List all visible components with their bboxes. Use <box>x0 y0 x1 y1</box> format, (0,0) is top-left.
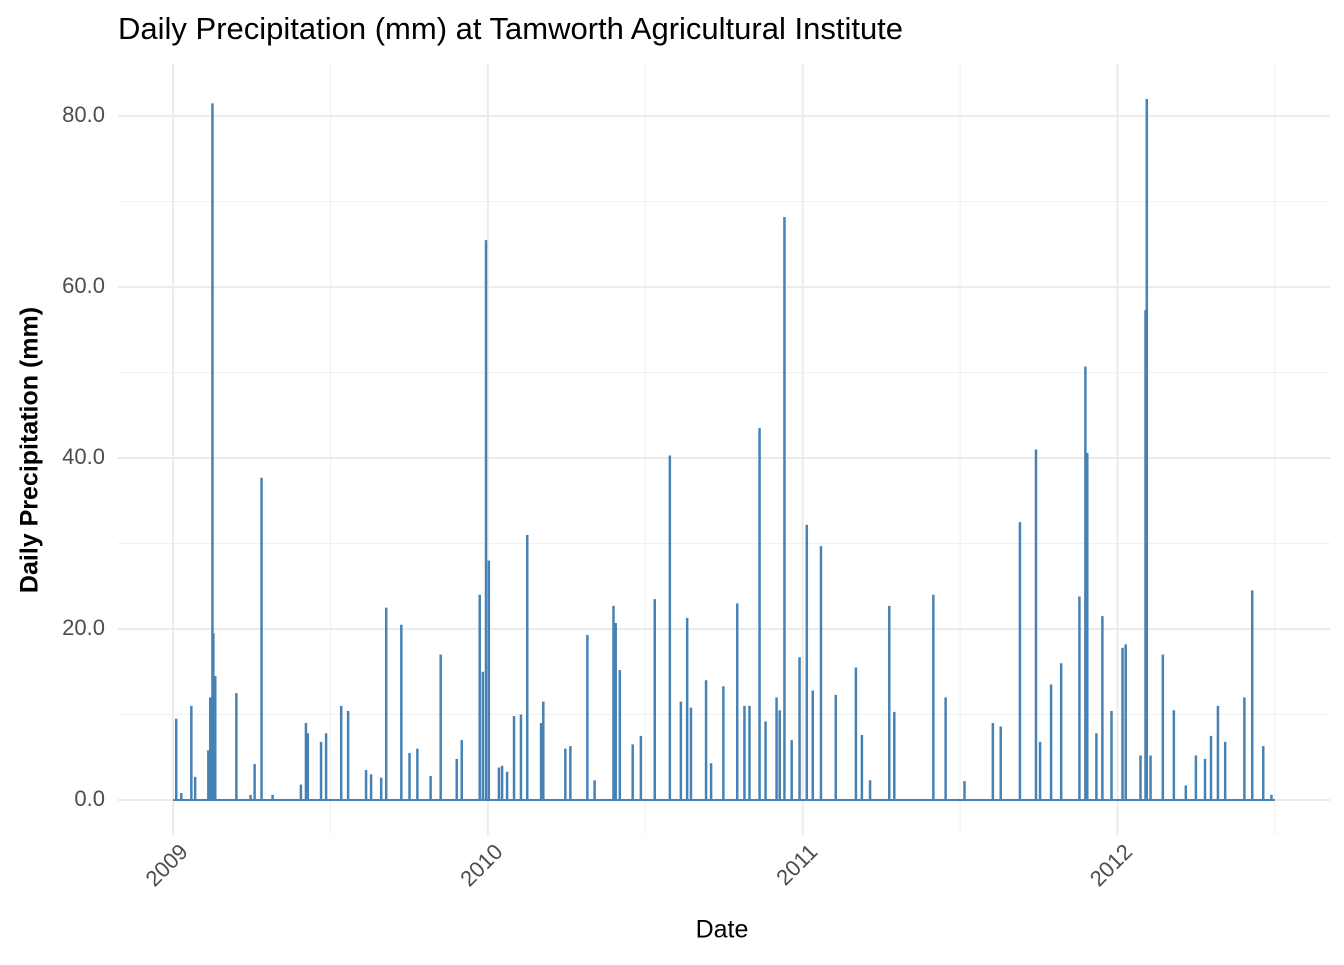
plot <box>173 99 1275 801</box>
grid: 0.0 20.0 40.0 60.0 80.0 2009 2010 2011 2012 <box>62 64 1330 891</box>
y-tick-label: 0.0 <box>74 786 105 811</box>
x-tick-label: 2010 <box>455 839 507 891</box>
x-tick-label: 2012 <box>1085 839 1137 891</box>
y-tick-label: 40.0 <box>62 444 105 469</box>
y-tick-label: 80.0 <box>62 102 105 127</box>
y-tick-label: 60.0 <box>62 273 105 298</box>
x-axis-title: Date <box>696 916 749 944</box>
y-axis-title: Daily Precipitation (mm) <box>16 307 44 593</box>
y-tick-label: 20.0 <box>62 615 105 640</box>
chart-title: Daily Precipitation (mm) at Tamworth Agr… <box>118 11 903 46</box>
x-tick-label: 2011 <box>771 839 822 890</box>
x-tick-label: 2009 <box>140 839 192 891</box>
